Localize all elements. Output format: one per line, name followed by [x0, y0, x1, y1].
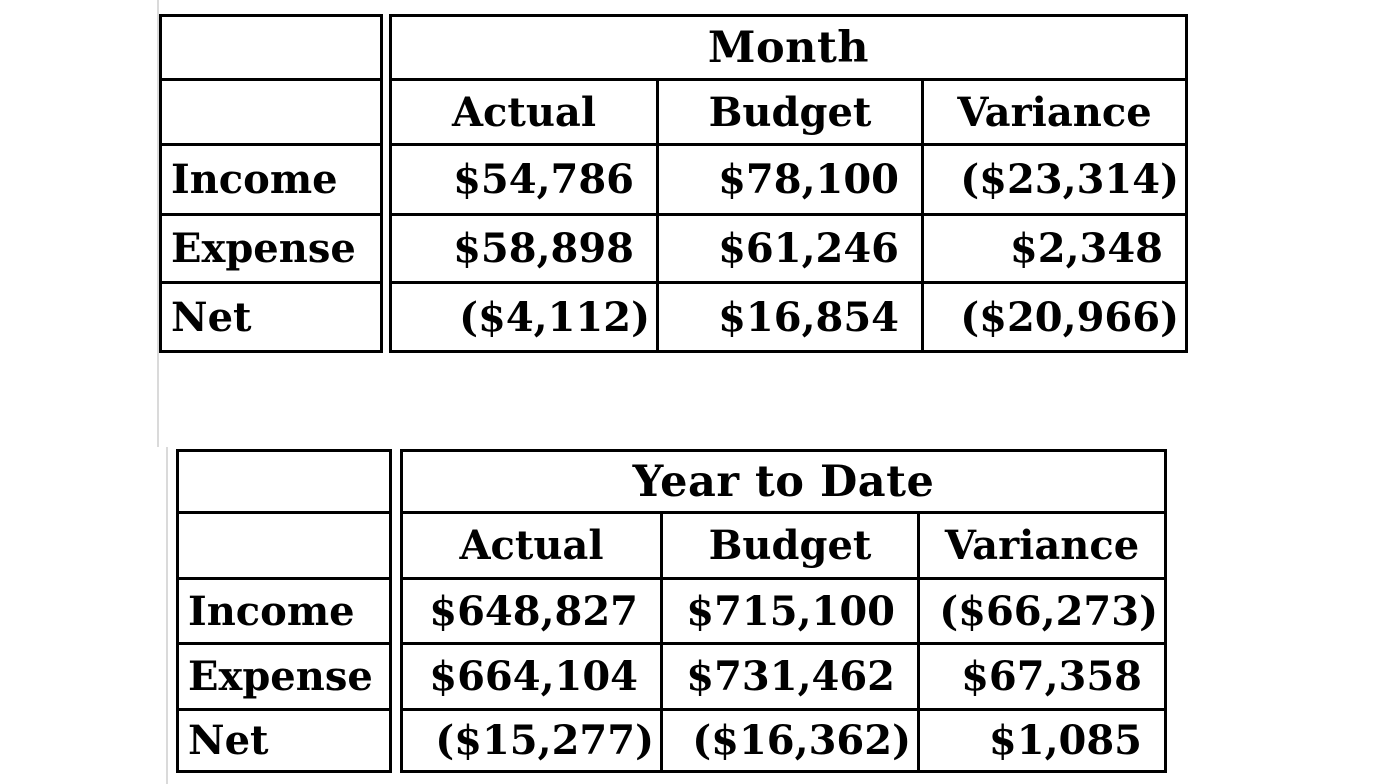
value-cell-income-variance: ($23,314)	[921, 146, 1185, 216]
value-cell-income-actual: $648,827	[403, 580, 660, 645]
column-header-variance: Variance	[921, 81, 1185, 146]
value-cell-expense-actual: $58,898	[392, 216, 656, 284]
value-cell-expense-budget: $61,246	[656, 216, 921, 284]
value-cell-net-variance: $1,085	[917, 711, 1164, 770]
row-label-income: Income	[179, 580, 389, 645]
value-cell-net-actual: ($4,112)	[459, 293, 650, 341]
table-title-month: Month	[392, 17, 1185, 81]
month-data-grid: Month Actual Budget Variance $54,786 $78…	[389, 14, 1188, 353]
column-header-budget: Budget	[660, 514, 917, 580]
faint-gridline-left-top	[157, 0, 159, 447]
value-cell-income-budget: $78,100	[656, 146, 921, 216]
corner-empty-cell	[179, 514, 389, 580]
value-cell-net-variance: ($20,966)	[921, 284, 1185, 350]
table-title-year-to-date: Year to Date	[403, 452, 1164, 514]
ytd-data-grid: Year to Date Actual Budget Variance $648…	[400, 449, 1167, 773]
value-cell-net-budget: ($16,362)	[660, 711, 917, 770]
row-label-net: Net	[188, 717, 269, 764]
column-header-budget: Budget	[656, 81, 921, 146]
value-cell-expense-actual: $664,104	[403, 645, 660, 711]
column-header-variance: Variance	[917, 514, 1164, 580]
value-cell-expense-budget: $731,462	[660, 645, 917, 711]
corner-empty-cell	[162, 81, 380, 146]
value-cell-income-actual: $54,786	[392, 146, 656, 216]
faint-gridline-left-bottom	[166, 447, 168, 784]
value-cell-expense-variance: $2,348	[921, 216, 1185, 284]
value-cell-expense-variance: $67,358	[917, 645, 1164, 711]
value-cell-net-budget: $16,854	[656, 284, 921, 350]
row-label-expense: Expense	[179, 645, 389, 711]
column-header-actual: Actual	[403, 514, 660, 580]
value-cell-income-variance: ($66,273)	[917, 580, 1164, 645]
row-label-net: Net	[171, 293, 252, 341]
row-label-expense: Expense	[162, 216, 380, 284]
column-header-actual: Actual	[392, 81, 656, 146]
corner-empty-cell	[162, 17, 380, 81]
value-cell-net-actual: ($15,277)	[435, 717, 654, 764]
row-label-income: Income	[162, 146, 380, 216]
ytd-row-label-column: Income Expense Net	[176, 449, 392, 773]
month-row-label-column: Income Expense Net	[159, 14, 383, 353]
corner-empty-cell	[179, 452, 389, 514]
value-cell-income-budget: $715,100	[660, 580, 917, 645]
